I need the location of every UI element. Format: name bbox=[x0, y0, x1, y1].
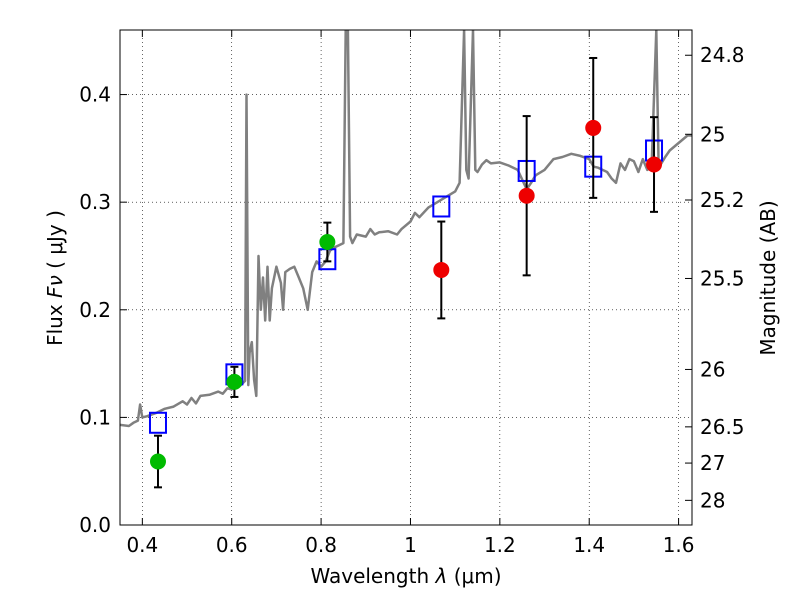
observed-point bbox=[585, 119, 602, 136]
y-axis-label: Flux Fν ( μJy ) bbox=[43, 210, 67, 346]
observed-point bbox=[433, 261, 450, 278]
observed-point bbox=[149, 453, 166, 470]
x-tick-label: 0.8 bbox=[305, 533, 337, 557]
x-tick-label: 0.4 bbox=[126, 533, 158, 557]
mag-tick-label: 24.8 bbox=[700, 43, 745, 67]
x-tick-label: 0.6 bbox=[216, 533, 248, 557]
x-tick-label: 1.4 bbox=[573, 533, 605, 557]
x-tick-label: 1.2 bbox=[484, 533, 516, 557]
x-axis-label: Wavelength λ (μm) bbox=[310, 564, 501, 588]
model-photometry-marker bbox=[432, 195, 451, 218]
model-photometry-marker bbox=[148, 411, 167, 434]
mag-tick-label: 25.5 bbox=[700, 266, 745, 290]
y2-axis-label: Magnitude (AB) bbox=[756, 200, 780, 355]
plot-frame bbox=[119, 29, 693, 526]
y-tick-label: 0.2 bbox=[79, 298, 111, 322]
y-tick-label: 0.1 bbox=[79, 405, 111, 429]
x-tick-label: 1 bbox=[404, 533, 417, 557]
observed-point bbox=[646, 156, 663, 173]
y-tick-label: 0.0 bbox=[79, 513, 111, 537]
observed-point bbox=[518, 187, 535, 204]
x-tick-label: 1.6 bbox=[663, 533, 695, 557]
y-tick-label: 0.4 bbox=[79, 83, 111, 107]
mag-tick-label: 27 bbox=[700, 451, 725, 475]
mag-tick-label: 26.5 bbox=[700, 415, 745, 439]
observed-point bbox=[319, 233, 336, 250]
mag-tick-label: 26 bbox=[700, 357, 725, 381]
axis-ticks: 0.4 0.6 0.8 1 1.2 1.4 1.6 0.0 0.1 0.2 0.3 0.4 24.8 25… bbox=[79, 30, 745, 557]
y-tick-label: 0.3 bbox=[79, 190, 111, 214]
mag-tick-label: 25 bbox=[700, 122, 725, 146]
mag-tick-label: 25.2 bbox=[700, 188, 745, 212]
mag-tick-label: 28 bbox=[700, 488, 725, 512]
plot-area bbox=[120, 30, 692, 525]
observed-point bbox=[226, 373, 243, 390]
data-points bbox=[148, 56, 664, 489]
